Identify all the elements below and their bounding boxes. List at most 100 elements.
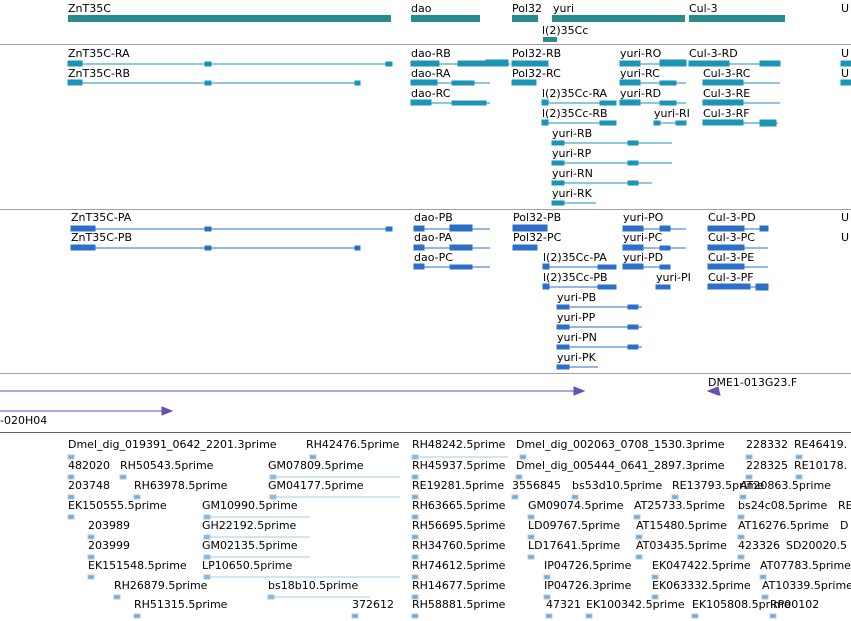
est-label[interactable]: RH48242.5prime: [412, 438, 506, 451]
est-label[interactable]: 47321: [546, 598, 581, 611]
protein-label[interactable]: Cul-3-PF: [708, 271, 754, 284]
est-label[interactable]: GM10990.5prime: [202, 499, 298, 512]
protein-label[interactable]: Cul-3-PE: [708, 251, 755, 264]
est-label[interactable]: AT25733.5prime: [634, 499, 725, 512]
est-label[interactable]: RH34760.5prime: [412, 539, 506, 552]
est-label[interactable]: SD20020.5: [786, 539, 847, 552]
transcript-label[interactable]: yuri-RP: [552, 147, 592, 160]
transcript-label[interactable]: yuri-RI: [654, 107, 690, 120]
transcript-label[interactable]: Pol32-RB: [512, 47, 562, 60]
protein-label[interactable]: dao-PC: [414, 251, 453, 264]
est-label[interactable]: RE10178.: [794, 459, 848, 472]
est-label[interactable]: GH22192.5prime: [202, 519, 297, 532]
protein-label[interactable]: yuri-PN: [557, 331, 597, 344]
est-label[interactable]: LD17641.5prime: [528, 539, 621, 552]
est-label[interactable]: RH14677.5prime: [412, 579, 506, 592]
est-label[interactable]: AT15480.5prime: [636, 519, 727, 532]
gene-label[interactable]: U: [841, 2, 850, 15]
est-label[interactable]: bs18b10.5prime: [268, 579, 359, 592]
gene-bar[interactable]: [689, 15, 785, 22]
protein-label[interactable]: yuri-PC: [623, 231, 663, 244]
est-label[interactable]: IP04726.5prime: [544, 559, 632, 572]
est-label[interactable]: LP10650.5prime: [202, 559, 293, 572]
gene-bar[interactable]: [411, 15, 480, 22]
protein-label[interactable]: l(2)35Cc-PA: [543, 251, 607, 264]
transcript-label[interactable]: ZnT35C-RB: [68, 67, 131, 80]
est-label[interactable]: RH74612.5prime: [412, 559, 506, 572]
transcript-label[interactable]: dao-RB: [411, 47, 451, 60]
est-label[interactable]: bs53d10.5prime: [572, 479, 663, 492]
est-label[interactable]: 228325: [746, 459, 788, 472]
gene-bar[interactable]: [512, 15, 538, 22]
est-label[interactable]: AT20863.5prime: [740, 479, 831, 492]
protein-label[interactable]: Cul-3-PD: [708, 211, 756, 224]
est-label[interactable]: IP04726.3prime: [544, 579, 632, 592]
est-label[interactable]: RE46419.: [794, 438, 848, 451]
est-label[interactable]: RE19281.5prime: [412, 479, 505, 492]
est-label[interactable]: AT16276.5prime: [738, 519, 829, 532]
est-label[interactable]: D: [840, 519, 849, 532]
transcript-label[interactable]: yuri-RC: [620, 67, 660, 80]
protein-label[interactable]: Cul-3-PC: [708, 231, 755, 244]
est-label[interactable]: RE13793.5prime: [672, 479, 765, 492]
est-label[interactable]: AT07783.5prime: [760, 559, 851, 572]
protein-label[interactable]: dao-PB: [414, 211, 453, 224]
est-label[interactable]: RH56695.5prime: [412, 519, 506, 532]
est-label[interactable]: RH58881.5prime: [412, 598, 506, 611]
est-label[interactable]: EK105808.5prime: [692, 598, 791, 611]
gene-label[interactable]: Pol32: [512, 2, 543, 15]
clone-label[interactable]: -020H04: [0, 414, 48, 427]
transcript-label[interactable]: U: [841, 47, 850, 60]
transcript-label[interactable]: yuri-RK: [552, 187, 592, 200]
est-label[interactable]: 372612: [352, 598, 394, 611]
est-label[interactable]: RH42476.5prime: [306, 438, 400, 451]
est-label[interactable]: 203999: [88, 539, 130, 552]
est-label[interactable]: 203989: [88, 519, 130, 532]
est-label[interactable]: GM09074.5prime: [528, 499, 624, 512]
transcript-label[interactable]: ZnT35C-RA: [68, 47, 130, 60]
transcript-label[interactable]: U: [841, 67, 850, 80]
transcript-label[interactable]: dao-RA: [411, 67, 451, 80]
protein-label[interactable]: yuri-PK: [557, 351, 596, 364]
protein-label[interactable]: dao-PA: [414, 231, 453, 244]
est-label[interactable]: 423326: [738, 539, 780, 552]
protein-label[interactable]: yuri-PO: [623, 211, 664, 224]
est-label[interactable]: Dmel_dig_002063_0708_1530.3prime: [516, 438, 725, 451]
gene-label[interactable]: l(2)35Cc: [542, 24, 589, 37]
est-label[interactable]: 228332: [746, 438, 788, 451]
protein-label[interactable]: U: [841, 231, 850, 244]
transcript-label[interactable]: yuri-RO: [620, 47, 662, 60]
transcript-label[interactable]: Cul-3-RC: [703, 67, 751, 80]
transcript-label[interactable]: Cul-3-RF: [703, 107, 750, 120]
protein-label[interactable]: ZnT35C-PB: [71, 231, 133, 244]
est-label[interactable]: RP00102: [770, 598, 820, 611]
protein-label[interactable]: U: [841, 211, 850, 224]
protein-label[interactable]: ZnT35C-PA: [71, 211, 132, 224]
est-label[interactable]: GM02135.5prime: [202, 539, 298, 552]
est-label[interactable]: bs24c08.5prime: [738, 499, 828, 512]
transcript-label[interactable]: dao-RC: [411, 87, 451, 100]
protein-label[interactable]: yuri-PI: [656, 271, 691, 284]
est-label[interactable]: EK151548.5prime: [88, 559, 187, 572]
gene-bar[interactable]: [543, 37, 557, 42]
protein-label[interactable]: Pol32-PB: [513, 211, 562, 224]
gene-bar[interactable]: [552, 15, 685, 22]
transcript-label[interactable]: Cul-3-RE: [703, 87, 751, 100]
transcript-label[interactable]: yuri-RN: [552, 167, 593, 180]
est-label[interactable]: EK047422.5prime: [652, 559, 751, 572]
transcript-label[interactable]: yuri-RD: [620, 87, 662, 100]
gene-label[interactable]: ZnT35C: [68, 2, 111, 15]
est-label[interactable]: Dmel_dig_005444_0641_2897.3prime: [516, 459, 725, 472]
est-label[interactable]: LD09767.5prime: [528, 519, 621, 532]
est-label[interactable]: GM04177.5prime: [268, 479, 364, 492]
gene-label[interactable]: dao: [411, 2, 432, 15]
est-label[interactable]: EK150555.5prime: [68, 499, 167, 512]
protein-label[interactable]: Pol32-PC: [513, 231, 562, 244]
protein-label[interactable]: l(2)35Cc-PB: [543, 271, 608, 284]
est-label[interactable]: AT03435.5prime: [636, 539, 727, 552]
transcript-label[interactable]: l(2)35Cc-RB: [542, 107, 608, 120]
est-label[interactable]: RH63978.5prime: [134, 479, 228, 492]
est-label[interactable]: 203748: [68, 479, 110, 492]
est-label[interactable]: 482020: [68, 459, 110, 472]
est-label[interactable]: RH50543.5prime: [120, 459, 214, 472]
